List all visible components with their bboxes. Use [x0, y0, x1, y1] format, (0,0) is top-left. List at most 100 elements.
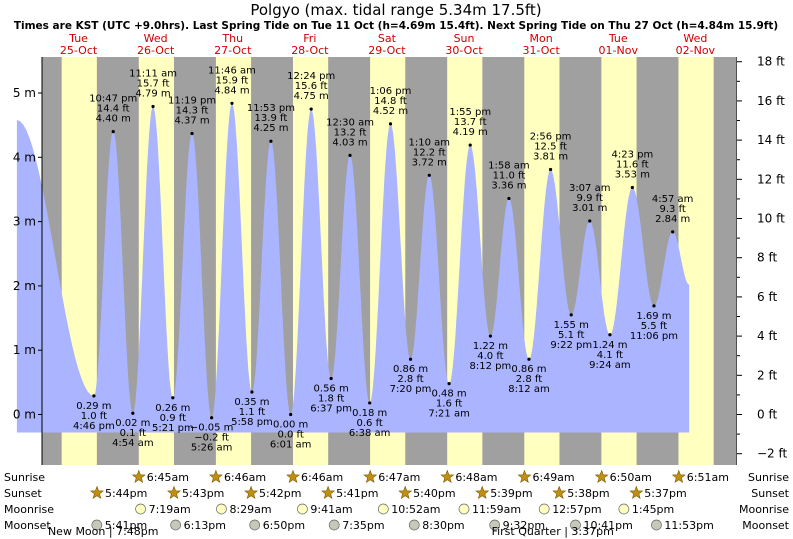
sun-time: 6:47am [378, 471, 420, 484]
sun-time: 5:37pm [644, 487, 686, 500]
low-tide-label: −0.2 ft [194, 433, 229, 444]
high-tide-label: 3:07 am [569, 183, 611, 194]
row-label-right: Moonset [742, 519, 789, 532]
y-tick-label-m: 2 m [13, 279, 36, 293]
high-tide-label: 2:56 pm [530, 132, 572, 143]
low-tide-point [171, 396, 175, 400]
high-tide-label: 12.5 ft [534, 142, 567, 153]
sun-icon [594, 469, 609, 484]
high-tide-label: 11.0 ft [493, 170, 526, 181]
y-tick-label-ft: 4 ft [757, 329, 777, 343]
sun-time: 5:40pm [413, 487, 455, 500]
high-tide-label: 4.19 m [453, 127, 488, 138]
low-tide-label: 4:46 pm [73, 421, 115, 432]
low-tide-label: 0.9 ft [160, 413, 186, 424]
chart-title: Polgyo (max. tidal range 5.34m 17.5ft) [250, 1, 541, 19]
moonrise-time: 1:45pm [632, 503, 674, 516]
sun-icon [671, 469, 686, 484]
high-tide-label: 4:57 am [652, 194, 694, 205]
low-tide-point [250, 390, 254, 394]
high-tide-label: 4.75 m [294, 91, 329, 102]
low-tide-point [329, 376, 333, 381]
low-tide-label: 6:01 am [270, 440, 312, 451]
day-of-week-label: Wed [144, 32, 168, 45]
high-tide-label: 11:19 pm [168, 96, 216, 107]
low-tide-point [368, 401, 372, 405]
y-tick-label-ft: 10 ft [757, 212, 785, 226]
row-label-left: Moonrise [4, 503, 54, 516]
sun-time: 6:50am [610, 471, 652, 484]
high-tide-label: 15.6 ft [295, 81, 328, 92]
low-tide-point [210, 416, 214, 420]
moonset-time: 6:13pm [184, 519, 226, 532]
date-label: 27-Oct [214, 44, 252, 57]
low-tide-point [447, 382, 451, 386]
date-label: 31-Oct [523, 44, 561, 57]
moonrise-icon [618, 503, 630, 515]
low-tide-label: 1.8 ft [318, 393, 344, 404]
low-tide-label: 8:12 am [508, 384, 550, 395]
moonset-time: 7:35pm [342, 519, 384, 532]
day-of-week-label: Wed [683, 32, 707, 45]
moonrise-time: 9:41am [310, 503, 352, 516]
low-tide-point [569, 313, 573, 317]
low-tide-point [527, 357, 531, 361]
low-tide-label: 9:22 pm [550, 340, 592, 351]
low-tide-label: 5:26 am [191, 443, 233, 454]
sun-icon [166, 485, 182, 500]
high-tide-label: 11:46 am [208, 65, 256, 76]
high-tide-point [588, 219, 592, 223]
date-label: 26-Oct [137, 44, 175, 57]
high-tide-label: 4.84 m [214, 85, 249, 96]
high-tide-label: 14.3 ft [176, 106, 209, 117]
low-tide-label: 6:37 pm [310, 403, 352, 414]
high-tide-point [507, 196, 511, 201]
high-tide-point [190, 131, 194, 136]
high-tide-label: 1:55 pm [449, 107, 491, 118]
low-tide-label: 5.1 ft [558, 330, 584, 341]
low-tide-label: 7:21 am [428, 409, 470, 420]
moonrise-time: 12:57pm [552, 503, 601, 516]
sun-time: 6:49am [532, 471, 574, 484]
low-tide-label: 6:38 am [349, 428, 391, 439]
moonset-time: 5:41pm [105, 519, 147, 532]
high-tide-label: 4.52 m [373, 106, 408, 117]
moonset-icon [328, 519, 340, 531]
date-label: 25-Oct [60, 44, 98, 57]
sun-time: 6:46am [301, 471, 343, 484]
high-tide-point [548, 167, 553, 172]
moonrise-icon [377, 503, 389, 515]
low-tide-point [92, 394, 96, 398]
low-tide-label: 4:54 am [112, 438, 154, 449]
high-tide-point [427, 173, 431, 177]
date-label: 28-Oct [291, 44, 329, 57]
moonrise-icon [458, 503, 470, 515]
moonset-time: 11:53pm [664, 519, 713, 532]
moonrise-time: 7:19am [149, 503, 191, 516]
low-tide-label: 2.8 ft [397, 374, 423, 385]
sun-time: 6:48am [455, 471, 497, 484]
sun-icon [89, 485, 105, 500]
high-tide-label: 13.9 ft [255, 113, 288, 124]
low-tide-point [488, 334, 493, 338]
day-of-week-label: Mon [530, 32, 553, 45]
moonset-icon [408, 519, 420, 531]
row-label-left: Sunset [4, 487, 42, 500]
low-tide-label: 5:21 pm [152, 423, 194, 434]
moonset-icon [249, 519, 261, 531]
moonset-time: 9:32pm [503, 519, 545, 532]
sun-icon [131, 469, 146, 484]
moonset-time: 6:50pm [263, 519, 305, 532]
sun-icon [363, 469, 378, 484]
y-tick-label-m: 3 m [13, 215, 36, 229]
moon-phase-label: New Moon | 7:48pm [48, 525, 159, 538]
date-label: 01-Nov [599, 44, 639, 57]
high-tide-label: 3.53 m [615, 170, 650, 181]
high-tide-point [630, 185, 634, 190]
sun-time: 6:45am [147, 471, 189, 484]
low-tide-label: 2.8 ft [516, 374, 542, 385]
sun-icon [475, 485, 490, 500]
row-label-right: Sunset [751, 487, 789, 500]
low-tide-label: 11:06 pm [630, 331, 678, 342]
